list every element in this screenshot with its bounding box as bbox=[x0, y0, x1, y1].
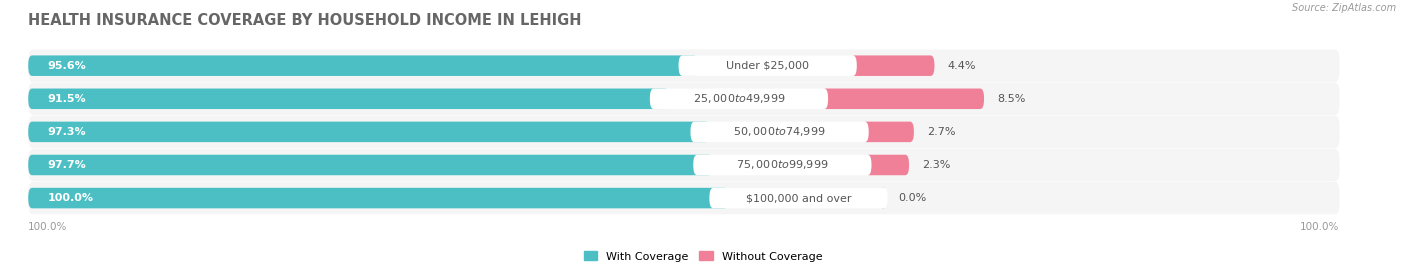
Text: $25,000 to $49,999: $25,000 to $49,999 bbox=[693, 92, 785, 105]
Text: $50,000 to $74,999: $50,000 to $74,999 bbox=[734, 125, 825, 138]
Text: 0.0%: 0.0% bbox=[898, 193, 927, 203]
FancyBboxPatch shape bbox=[862, 122, 914, 142]
FancyBboxPatch shape bbox=[28, 55, 697, 76]
Text: 2.3%: 2.3% bbox=[922, 160, 950, 170]
Text: 4.4%: 4.4% bbox=[948, 61, 976, 71]
FancyBboxPatch shape bbox=[690, 122, 869, 142]
FancyBboxPatch shape bbox=[28, 182, 1340, 214]
Text: 97.3%: 97.3% bbox=[48, 127, 86, 137]
FancyBboxPatch shape bbox=[28, 89, 669, 109]
Text: 97.7%: 97.7% bbox=[48, 160, 86, 170]
Text: HEALTH INSURANCE COVERAGE BY HOUSEHOLD INCOME IN LEHIGH: HEALTH INSURANCE COVERAGE BY HOUSEHOLD I… bbox=[28, 13, 582, 28]
Text: 2.7%: 2.7% bbox=[927, 127, 955, 137]
FancyBboxPatch shape bbox=[28, 116, 1340, 148]
Text: 95.6%: 95.6% bbox=[48, 61, 86, 71]
FancyBboxPatch shape bbox=[650, 89, 828, 109]
FancyBboxPatch shape bbox=[679, 55, 856, 76]
FancyBboxPatch shape bbox=[882, 188, 884, 208]
FancyBboxPatch shape bbox=[28, 155, 713, 175]
Text: 100.0%: 100.0% bbox=[48, 193, 93, 203]
FancyBboxPatch shape bbox=[865, 155, 910, 175]
Text: Source: ZipAtlas.com: Source: ZipAtlas.com bbox=[1292, 3, 1396, 13]
FancyBboxPatch shape bbox=[28, 149, 1340, 181]
FancyBboxPatch shape bbox=[28, 83, 1340, 115]
Text: 91.5%: 91.5% bbox=[48, 94, 86, 104]
FancyBboxPatch shape bbox=[851, 55, 935, 76]
FancyBboxPatch shape bbox=[710, 188, 887, 208]
Text: Under $25,000: Under $25,000 bbox=[725, 61, 810, 71]
Legend: With Coverage, Without Coverage: With Coverage, Without Coverage bbox=[579, 247, 827, 266]
Text: 8.5%: 8.5% bbox=[997, 94, 1025, 104]
FancyBboxPatch shape bbox=[821, 89, 984, 109]
Text: 100.0%: 100.0% bbox=[28, 222, 67, 232]
FancyBboxPatch shape bbox=[28, 188, 728, 208]
FancyBboxPatch shape bbox=[28, 49, 1340, 82]
FancyBboxPatch shape bbox=[693, 155, 872, 175]
Text: 100.0%: 100.0% bbox=[1301, 222, 1340, 232]
FancyBboxPatch shape bbox=[28, 122, 710, 142]
Text: $100,000 and over: $100,000 and over bbox=[745, 193, 851, 203]
Text: $75,000 to $99,999: $75,000 to $99,999 bbox=[737, 158, 828, 171]
